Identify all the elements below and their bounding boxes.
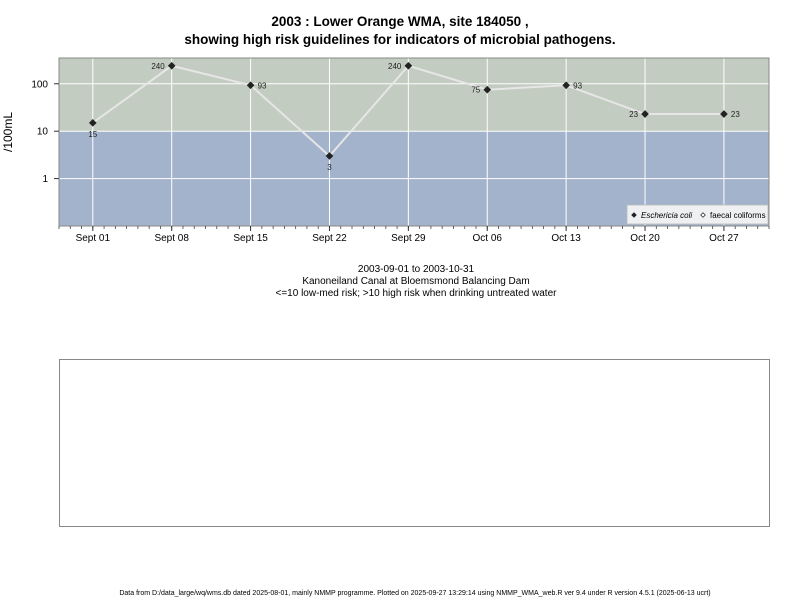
x-tick-label: Sept 01 (76, 233, 111, 244)
data-value-label: 240 (388, 62, 402, 71)
legend-ecoli-marker (631, 212, 637, 218)
chart-svg: Sept 01 Sept 08 Sept 15 Sept 22 Sept 29 Oct 0… (1, 57, 770, 244)
x-tick-label: Oct 27 (709, 233, 739, 244)
data-value-label: 75 (471, 86, 480, 95)
empty-plot-panel (59, 359, 770, 527)
x-tick-label: Sept 22 (312, 233, 347, 244)
ecoli-data-point (404, 61, 413, 70)
ecoli-data-point (325, 152, 334, 160)
date-range-caption: 2003-09-01 to 2003-10-31 (357, 264, 475, 275)
plot-frame (58, 57, 770, 227)
data-value-label: 15 (88, 130, 97, 139)
ecoli-data-point (483, 85, 492, 94)
x-tick-label: Oct 20 (630, 233, 660, 244)
x-tick-label: Oct 13 (551, 233, 581, 244)
footer-note: Data from D:/data_large/wq/wms.db dated … (119, 590, 711, 597)
chart-title-line2: showing high risk guidelines for indicat… (184, 32, 616, 47)
high-risk-zone (59, 58, 769, 132)
legend-faecal-marker (700, 212, 706, 218)
data-value-label: 23 (731, 110, 740, 119)
ecoli-data-point (246, 81, 255, 90)
ecoli-data-point (88, 119, 97, 127)
y-tick-label: 100 (31, 79, 48, 90)
ecoli-data-point (562, 81, 570, 90)
y-tick-label: 10 (37, 127, 49, 138)
site-name-caption: Kanoneiland Canal at Bloemsmond Balancin… (302, 276, 530, 287)
x-tick-label: Sept 08 (154, 233, 189, 244)
legend-box (626, 204, 769, 225)
y-axis-label: /100mL (1, 112, 15, 152)
x-tick-label: Sept 29 (391, 233, 426, 244)
x-tick-label: Oct 06 (473, 233, 503, 244)
legend-faecal-label: faecal coliforms (710, 211, 766, 220)
y-tick-label: 1 (42, 174, 48, 185)
legend-ecoli-label: Eschericia coli (641, 211, 692, 220)
data-value-label: 240 (151, 62, 165, 71)
ecoli-data-point (641, 110, 649, 118)
data-value-label: 93 (258, 81, 267, 90)
ecoli-data-point (720, 110, 728, 118)
data-value-label: 3 (327, 163, 332, 172)
x-tick-label: Sept 15 (233, 233, 268, 244)
risk-guideline-caption: <=10 low-med risk; >10 high risk when dr… (275, 288, 557, 299)
chart-title-line1: 2003 : Lower Orange WMA, site 184050 , (271, 14, 529, 29)
data-value-label: 93 (573, 81, 582, 90)
data-value-label: 23 (629, 110, 638, 119)
ecoli-data-point (167, 61, 176, 70)
